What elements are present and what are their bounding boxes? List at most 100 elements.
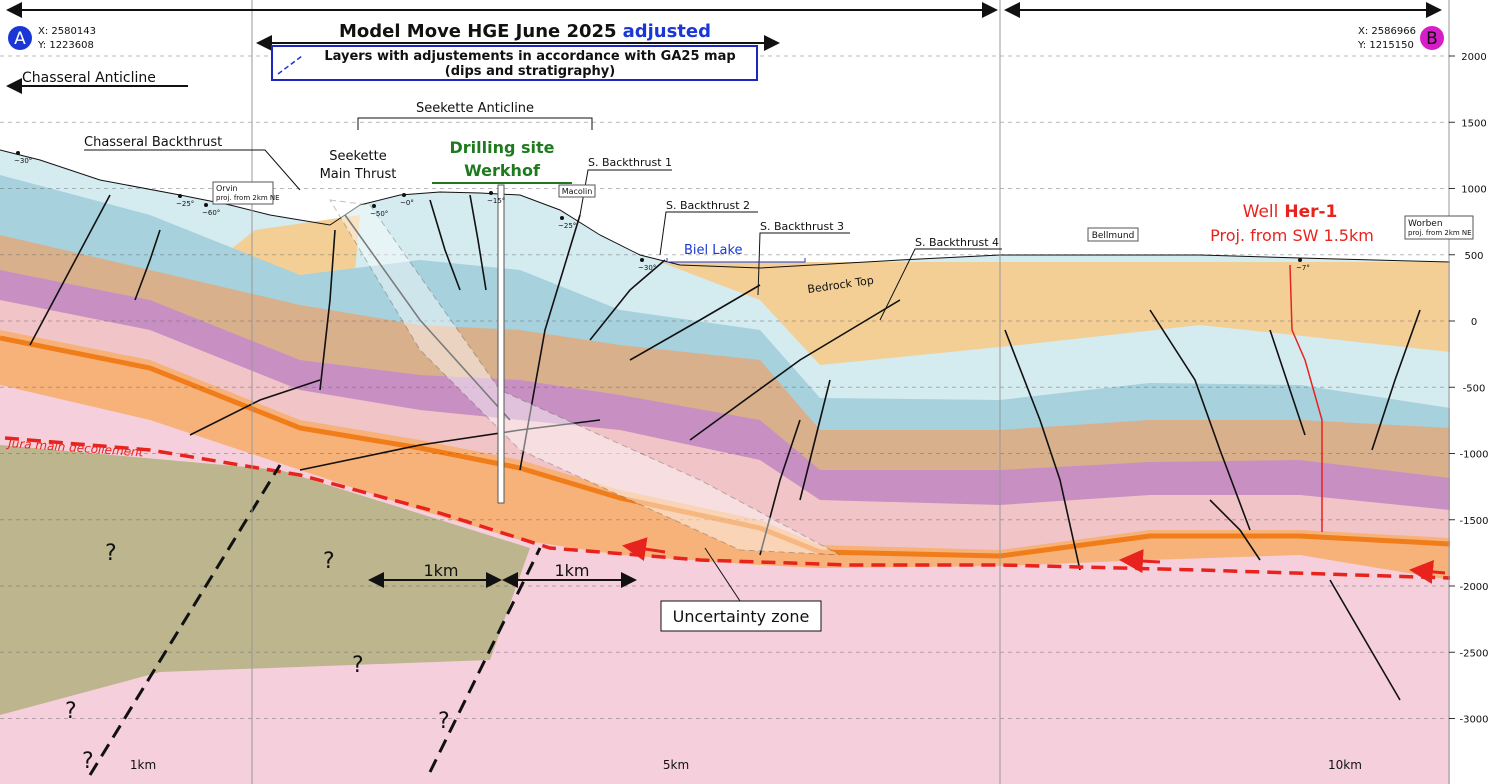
structure-label: Seekette (329, 149, 387, 164)
structure-label: S. Backthrust 4 (915, 236, 999, 249)
site-label: Drilling site (449, 138, 554, 157)
elevation-label: -3000 (1459, 715, 1488, 726)
fault (1004, 329, 1081, 571)
well-projection: Proj. from SW 1.5km (1210, 226, 1374, 245)
unknown-mark: ? (323, 549, 335, 574)
fault (589, 259, 666, 341)
structure-label: S. Backthrust 1 (588, 156, 672, 169)
well-prefix: Well (1243, 202, 1279, 222)
fault (189, 379, 321, 436)
molasse (660, 262, 1450, 365)
unknown-mark: ? (105, 541, 117, 566)
evaporite (0, 335, 1451, 559)
zone-label: Uncertainty zone (673, 607, 810, 626)
dip-label: ~0° (400, 199, 414, 207)
fault (134, 229, 161, 301)
elevation-label: -2000 (1459, 582, 1488, 593)
title: Model Move HGE June 2025 adjusted (339, 21, 711, 42)
unknown-mark: ? (82, 749, 94, 774)
title-box (345, 18, 705, 42)
locality-label: Macolin (562, 187, 593, 196)
borehole (497, 184, 505, 504)
strata (0, 150, 1451, 784)
dip-label: ~30° (14, 157, 32, 165)
locality-box (212, 181, 274, 205)
fault (1329, 579, 1401, 701)
distance-label: 10km (1328, 758, 1362, 772)
leader (879, 248, 1002, 321)
structure-label: S. Backthrust 3 (760, 220, 844, 233)
fault (469, 194, 487, 291)
well-label: Well Her-1 (1243, 202, 1338, 222)
elevation-label: 1000 (1461, 185, 1486, 196)
fault (344, 214, 511, 421)
endpoint-label: B (1426, 29, 1438, 49)
elevation-label: -2500 (1459, 648, 1488, 659)
structure-label: S. Backthrust 2 (666, 199, 750, 212)
locality-box (558, 184, 596, 198)
structure-label: Chasseral Backthrust (84, 135, 222, 150)
unknown-mark: ? (438, 709, 450, 734)
dip-label: ~25° (558, 222, 576, 230)
dip-label: ~30° (638, 264, 656, 272)
fault (1149, 309, 1251, 531)
dip-marker (560, 216, 564, 220)
locality-note: proj. from 2km NE (216, 194, 280, 202)
legend-text: (dips and stratigraphy) (445, 64, 615, 79)
structure-label: Seekette Anticline (416, 101, 534, 116)
dip-marker (402, 193, 406, 197)
dip-label: ~50° (370, 210, 388, 218)
legend-swatch (277, 55, 303, 75)
fault (519, 214, 581, 471)
well-trace (1289, 264, 1323, 532)
elevation-label: -500 (1463, 383, 1486, 394)
fault (299, 419, 601, 471)
leader (757, 232, 850, 296)
fault (429, 199, 461, 291)
scale-label: 1km (554, 561, 589, 580)
dip-marker (489, 191, 493, 195)
coordinate: X: 2580143 (38, 26, 96, 37)
elevation-label: -1500 (1459, 516, 1488, 527)
structure-label: Chasseral Anticline (22, 70, 156, 86)
elevation-label: 0 (1471, 317, 1477, 328)
title-text: Model Move HGE June 2025 (339, 21, 617, 42)
dip-label: ~7° (1296, 264, 1310, 272)
dip-marker (640, 258, 644, 262)
leader (579, 169, 672, 216)
dip-label: ~25° (176, 200, 194, 208)
basement-fault (88, 464, 282, 776)
locality-label: Orvin (216, 184, 238, 193)
unknown-mark: ? (352, 653, 364, 678)
fault (319, 229, 336, 391)
zone-box (660, 600, 822, 632)
coordinate: X: 2586966 (1358, 26, 1416, 37)
endpoint-marker (1420, 26, 1444, 50)
legend-box (271, 45, 758, 81)
unknown-mark: ? (65, 699, 77, 724)
fault (759, 419, 801, 556)
locality-box (1087, 227, 1139, 242)
title-highlight: adjusted (623, 21, 711, 42)
faults (0, 149, 1451, 701)
fault (629, 284, 761, 361)
dip-label: ~15° (487, 197, 505, 205)
coordinate: Y: 1215150 (1357, 40, 1414, 51)
endpoint-label: A (14, 29, 26, 49)
arrow (1409, 559, 1446, 584)
leader (84, 149, 301, 191)
uncertainty-zone (329, 199, 841, 556)
basement (0, 385, 1450, 784)
well-name: Her-1 (1284, 202, 1337, 222)
leader (659, 211, 758, 256)
lake-label: Biel Lake (684, 243, 743, 258)
lake-bracket (666, 258, 806, 263)
fault (689, 299, 901, 441)
elevation-label: -1000 (1459, 450, 1488, 461)
leader (704, 547, 741, 602)
arrow (622, 537, 666, 561)
site-label: Werkhof (464, 161, 541, 180)
structure-label: Main Thrust (320, 167, 397, 182)
fault (799, 379, 831, 501)
